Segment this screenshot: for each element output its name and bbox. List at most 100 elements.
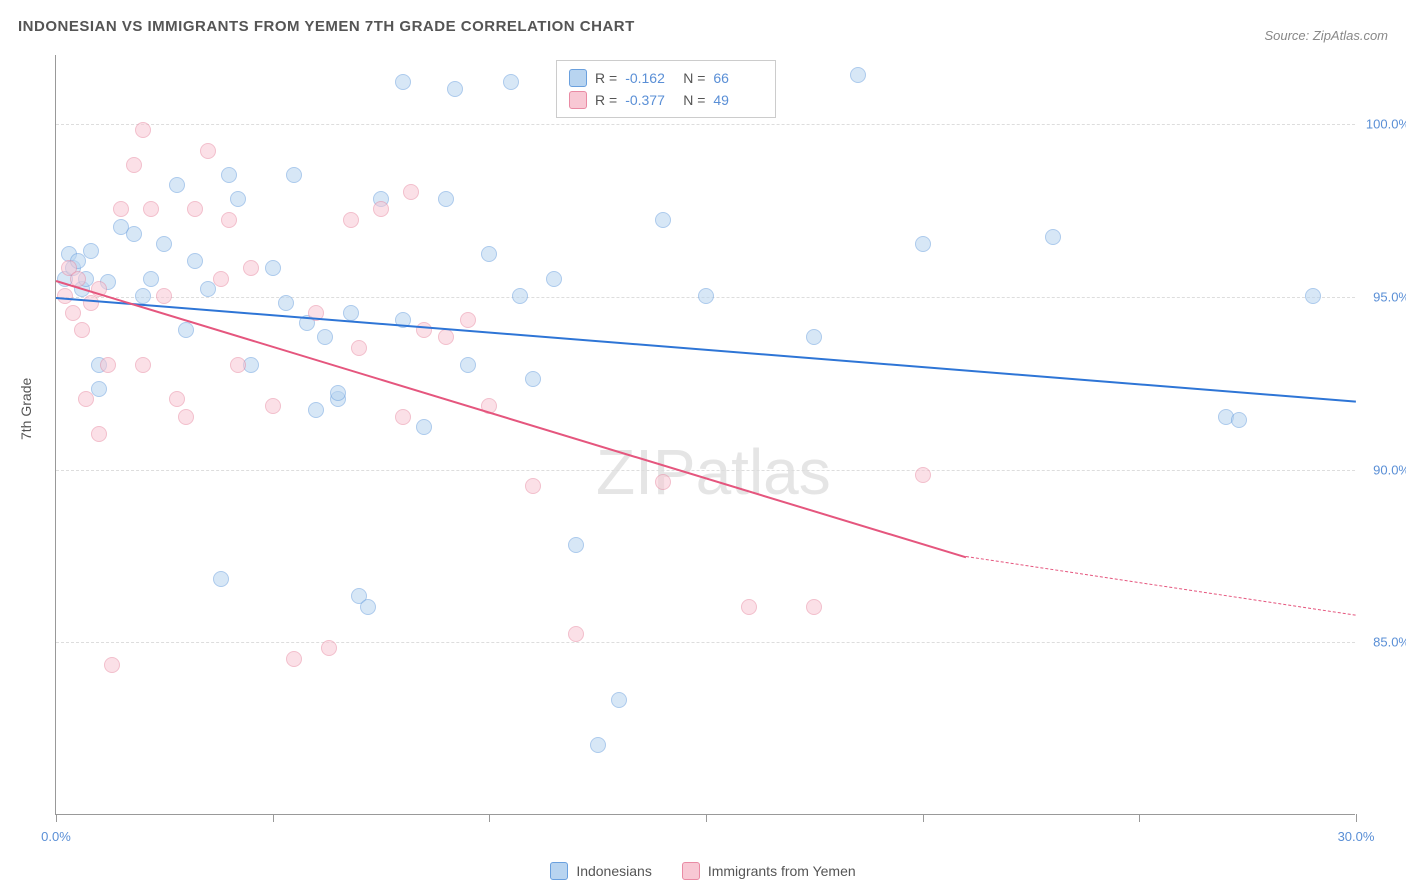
data-point	[178, 322, 194, 338]
r-value: -0.377	[625, 92, 675, 108]
legend-item-1: Immigrants from Yemen	[682, 862, 856, 880]
data-point	[590, 737, 606, 753]
r-value: -0.162	[625, 70, 675, 86]
data-point	[655, 474, 671, 490]
y-axis-label: 7th Grade	[18, 378, 34, 440]
n-value: 66	[713, 70, 763, 86]
data-point	[135, 122, 151, 138]
y-tick-label: 95.0%	[1373, 289, 1406, 304]
data-point	[512, 288, 528, 304]
data-point	[460, 312, 476, 328]
data-point	[213, 271, 229, 287]
data-point	[568, 626, 584, 642]
data-point	[213, 571, 229, 587]
data-point	[1045, 229, 1061, 245]
data-point	[655, 212, 671, 228]
data-point	[200, 143, 216, 159]
data-point	[611, 692, 627, 708]
data-point	[126, 226, 142, 242]
data-point	[330, 385, 346, 401]
data-point	[438, 329, 454, 345]
data-point	[143, 271, 159, 287]
data-point	[525, 478, 541, 494]
data-point	[915, 467, 931, 483]
data-point	[187, 201, 203, 217]
r-label: R =	[595, 70, 617, 86]
data-point	[343, 212, 359, 228]
data-point	[481, 246, 497, 262]
data-point	[230, 357, 246, 373]
data-point	[113, 201, 129, 217]
data-point	[395, 409, 411, 425]
data-point	[243, 260, 259, 276]
data-point	[91, 381, 107, 397]
x-tick	[923, 814, 924, 822]
data-point	[74, 322, 90, 338]
data-point	[65, 305, 81, 321]
x-tick	[1139, 814, 1140, 822]
data-point	[135, 288, 151, 304]
bottom-legend: Indonesians Immigrants from Yemen	[0, 862, 1406, 880]
data-point	[156, 288, 172, 304]
data-point	[403, 184, 419, 200]
data-point	[169, 391, 185, 407]
data-point	[91, 426, 107, 442]
data-point	[1305, 288, 1321, 304]
grid-line	[56, 642, 1355, 643]
legend-label: Indonesians	[576, 863, 652, 879]
legend-label: Immigrants from Yemen	[708, 863, 856, 879]
data-point	[156, 236, 172, 252]
stats-legend: R = -0.162 N = 66 R = -0.377 N = 49	[556, 60, 776, 118]
swatch-icon	[569, 69, 587, 87]
watermark: ZIPatlas	[596, 435, 831, 509]
grid-line	[56, 470, 1355, 471]
swatch-icon	[569, 91, 587, 109]
data-point	[57, 288, 73, 304]
data-point	[169, 177, 185, 193]
data-point	[178, 409, 194, 425]
data-point	[286, 651, 302, 667]
data-point	[143, 201, 159, 217]
data-point	[447, 81, 463, 97]
y-tick-label: 90.0%	[1373, 462, 1406, 477]
data-point	[317, 329, 333, 345]
data-point	[100, 357, 116, 373]
data-point	[460, 357, 476, 373]
data-point	[308, 402, 324, 418]
n-value: 49	[713, 92, 763, 108]
x-tick	[706, 814, 707, 822]
data-point	[806, 599, 822, 615]
data-point	[278, 295, 294, 311]
y-tick-label: 85.0%	[1373, 635, 1406, 650]
trend-line	[966, 556, 1356, 616]
swatch-icon	[550, 862, 568, 880]
data-point	[187, 253, 203, 269]
x-tick	[489, 814, 490, 822]
data-point	[126, 157, 142, 173]
data-point	[1231, 412, 1247, 428]
data-point	[265, 398, 281, 414]
plot-area: ZIPatlas R = -0.162 N = 66 R = -0.377 N …	[55, 55, 1355, 815]
data-point	[230, 191, 246, 207]
watermark-atlas: atlas	[696, 436, 831, 508]
data-point	[135, 357, 151, 373]
x-tick-label: 0.0%	[41, 829, 71, 844]
swatch-icon	[682, 862, 700, 880]
data-point	[360, 599, 376, 615]
data-point	[568, 537, 584, 553]
data-point	[741, 599, 757, 615]
data-point	[83, 295, 99, 311]
n-label: N =	[683, 92, 705, 108]
data-point	[438, 191, 454, 207]
chart-container: INDONESIAN VS IMMIGRANTS FROM YEMEN 7TH …	[0, 0, 1406, 892]
r-label: R =	[595, 92, 617, 108]
x-tick	[1356, 814, 1357, 822]
data-point	[351, 340, 367, 356]
data-point	[416, 322, 432, 338]
grid-line	[56, 124, 1355, 125]
data-point	[343, 305, 359, 321]
legend-item-0: Indonesians	[550, 862, 652, 880]
data-point	[286, 167, 302, 183]
stats-row-1: R = -0.377 N = 49	[569, 89, 763, 111]
y-tick-label: 100.0%	[1366, 117, 1406, 132]
